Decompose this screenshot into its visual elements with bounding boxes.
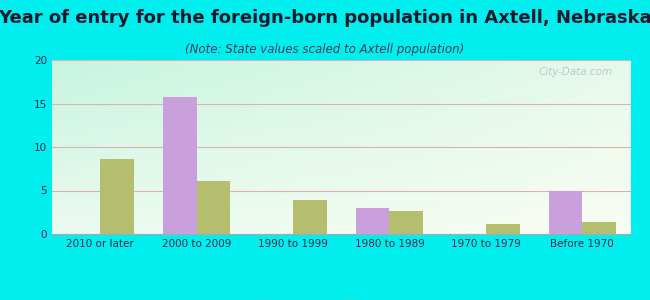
Bar xyxy=(356,208,389,234)
Text: (Note: State values scaled to Axtell population): (Note: State values scaled to Axtell pop… xyxy=(185,44,465,56)
Bar xyxy=(163,98,196,234)
Bar xyxy=(100,159,134,234)
Text: Year of entry for the foreign-born population in Axtell, Nebraska: Year of entry for the foreign-born popul… xyxy=(0,9,650,27)
Bar xyxy=(196,181,230,234)
Text: City-Data.com: City-Data.com xyxy=(539,67,613,77)
Bar xyxy=(582,222,616,234)
Legend: Axtell, Nebraska: Axtell, Nebraska xyxy=(252,295,431,300)
Bar xyxy=(293,200,327,234)
Bar xyxy=(549,190,582,234)
Bar xyxy=(486,224,519,234)
Bar xyxy=(389,212,423,234)
